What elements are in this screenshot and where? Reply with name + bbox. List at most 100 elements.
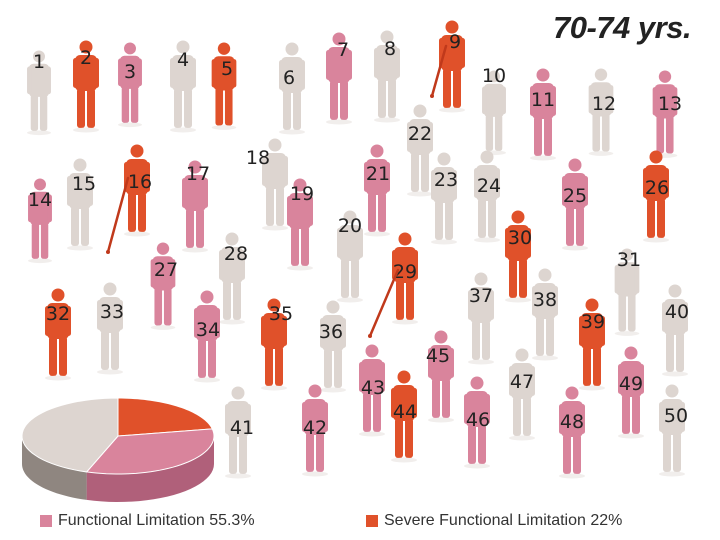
person-number-label: 22 [408, 123, 432, 145]
person-figure [287, 178, 313, 271]
person-figure [182, 160, 208, 253]
person-figure [559, 386, 585, 479]
person-figure [464, 376, 490, 469]
person-figure [45, 288, 71, 381]
person-figure [431, 152, 457, 245]
person-figure [67, 158, 93, 251]
person-figure [124, 144, 150, 237]
person-number-label: 6 [283, 67, 295, 89]
person-number-label: 35 [269, 303, 293, 325]
person-number-label: 19 [290, 183, 314, 205]
legend-functional: Functional Limitation 55.3% [40, 511, 255, 531]
pie-slice-severe [117, 397, 214, 437]
person-figure [320, 300, 346, 393]
legend-functional-swatch [40, 515, 52, 527]
person-number-label: 21 [366, 163, 390, 185]
person-figure [364, 144, 390, 237]
person-number-label: 40 [665, 301, 689, 323]
person-figure [261, 298, 287, 391]
person-number-label: 8 [384, 38, 396, 60]
person-number-label: 9 [449, 31, 461, 53]
person-figure [262, 138, 288, 231]
cane-icon [106, 176, 130, 254]
person-figure [659, 384, 685, 477]
person-figure [530, 68, 556, 161]
person-figure [27, 50, 51, 136]
person-figure [428, 330, 454, 423]
person-number-label: 14 [28, 189, 52, 211]
person-figure [652, 70, 678, 158]
person-number-label: 12 [592, 93, 616, 115]
person-number-label: 4 [177, 49, 189, 71]
person-number-label: 47 [510, 371, 534, 393]
person-figure [337, 210, 363, 303]
pie-slice-none [21, 397, 119, 473]
person-number-label: 26 [645, 177, 669, 199]
person-number-label: 41 [230, 417, 254, 439]
pie-chart [21, 397, 215, 502]
person-figure [614, 248, 640, 336]
person-number-label: 31 [617, 249, 641, 271]
person-number-label: 38 [533, 289, 557, 311]
person-figure [211, 42, 237, 130]
person-number-label: 49 [619, 373, 643, 395]
person-number-label: 17 [186, 163, 210, 185]
person-figure [359, 344, 385, 437]
person-figure [474, 150, 500, 243]
person-number-label: 16 [128, 171, 152, 193]
person-number-label: 27 [154, 259, 178, 281]
person-number-label: 32 [46, 303, 70, 325]
person-number-label: 43 [361, 377, 385, 399]
person-number-label: 29 [393, 261, 417, 283]
person-number-label: 34 [196, 319, 220, 341]
person-number-label: 50 [664, 405, 688, 427]
person-figure [302, 384, 328, 477]
legend-severe: Severe Functional Limitation 22% [366, 511, 622, 531]
person-number-label: 13 [658, 93, 682, 115]
person-number-label: 15 [72, 173, 96, 195]
person-figure [225, 386, 251, 479]
person-number-label: 33 [100, 301, 124, 323]
person-number-label: 23 [434, 169, 458, 191]
person-figure [391, 370, 417, 463]
person-number-label: 30 [508, 227, 532, 249]
person-number-label: 24 [477, 175, 501, 197]
person-figure [588, 68, 614, 156]
pie-slice-functional-side [86, 436, 214, 502]
pie-slice-none-side [22, 436, 87, 500]
person-figure [643, 150, 669, 243]
person-number-label: 37 [469, 285, 493, 307]
person-number-label: 42 [303, 417, 327, 439]
person-figure [407, 104, 433, 197]
cane-icon [430, 44, 448, 98]
person-number-label: 3 [124, 61, 136, 83]
person-number-label: 18 [246, 147, 270, 169]
person-figure [532, 268, 558, 361]
person-number-label: 11 [531, 89, 555, 111]
person-figure [73, 40, 99, 133]
person-number-label: 7 [337, 39, 349, 61]
person-number-label: 36 [319, 321, 343, 343]
person-figure [509, 348, 535, 441]
person-figure [279, 42, 305, 135]
person-figure [505, 210, 531, 303]
person-figure [97, 282, 123, 375]
person-figure [662, 284, 688, 377]
person-number-label: 39 [581, 311, 605, 333]
person-figure [579, 298, 605, 391]
person-number-label: 25 [563, 185, 587, 207]
person-figure [150, 242, 176, 330]
legend-functional-label: Functional Limitation 55.3% [58, 512, 255, 529]
person-number-label: 10 [482, 65, 506, 87]
legend-severe-swatch [366, 515, 378, 527]
person-figure [28, 178, 52, 264]
person-figure [439, 20, 465, 113]
person-figure [374, 30, 400, 123]
person-figure [194, 290, 220, 383]
person-number-label: 44 [393, 401, 417, 423]
cane-icon [368, 268, 400, 338]
person-number-label: 5 [221, 58, 233, 80]
pie-slice-functional [85, 428, 215, 475]
